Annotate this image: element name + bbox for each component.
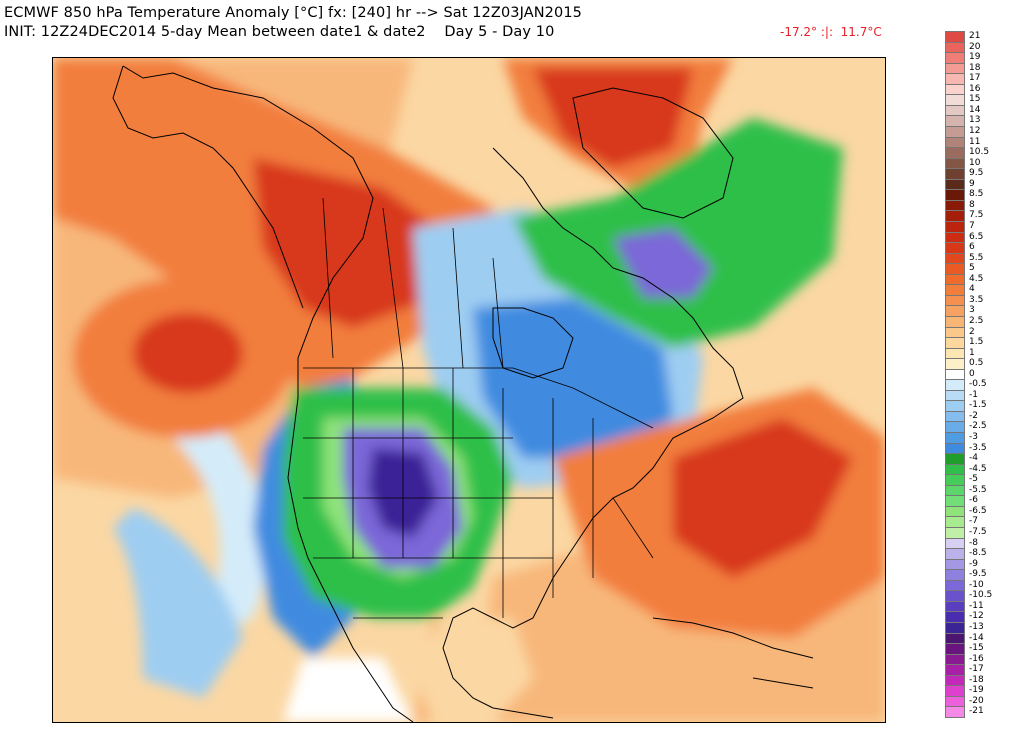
colorbar-label: -16 [969, 653, 984, 664]
colorbar-label: 8 [969, 199, 975, 210]
colorbar-label: -5.5 [969, 484, 987, 495]
colorbar-label: 3.5 [969, 294, 984, 305]
colorbar-label: -1 [969, 389, 978, 400]
coastlines [112, 65, 814, 722]
colorbar-label: -4 [969, 453, 978, 464]
colorbar-label: -21 [969, 706, 984, 717]
colorbar-label: 16 [969, 83, 981, 94]
colorbar-label: 11 [969, 136, 981, 147]
colorbar-label: 4 [969, 284, 975, 295]
colorbar-swatch [945, 706, 965, 718]
colorbar-label: 6.5 [969, 231, 984, 242]
colorbar-label: 1.5 [969, 337, 984, 348]
colorbar-label: 18 [969, 62, 981, 73]
colorbar-label: 14 [969, 104, 981, 115]
colorbar-label: 10.5 [969, 147, 990, 158]
colorbar-label: 6 [969, 242, 975, 253]
anomaly-shading [53, 58, 885, 722]
colorbar-label: -15 [969, 643, 984, 654]
colorbar-label: -11 [969, 600, 984, 611]
colorbar-label: -6 [969, 495, 978, 506]
colorbar-label: 0 [969, 368, 975, 379]
min-max-readout: -17.2° :|: 11.7°C [780, 25, 882, 39]
colorbar-label: 9 [969, 178, 975, 189]
colorbar-label: -19 [969, 685, 984, 696]
colorbar-label: -13 [969, 622, 984, 632]
colorbar-label: -9 [969, 558, 978, 569]
colorbar-label: -8.5 [969, 548, 987, 559]
colorbar-label: -7 [969, 516, 978, 527]
colorbar-label: 3 [969, 305, 975, 316]
colorbar-label: -18 [969, 674, 984, 685]
colorbar-label: 7 [969, 220, 975, 231]
colorbar-label: -2 [969, 410, 978, 421]
colorbar-label: -3.5 [969, 442, 987, 453]
colorbar-label: 2 [969, 326, 975, 337]
colorbar-label: 10 [969, 157, 981, 168]
colorbar-label: -8 [969, 537, 978, 548]
colorbar-label: 4.5 [969, 273, 984, 284]
colorbar-label: 5 [969, 263, 975, 274]
colorbar-label: 20 [969, 41, 981, 52]
colorbar-label: -17 [969, 664, 984, 675]
colorbar-label: -14 [969, 632, 984, 643]
anomaly-map [52, 57, 886, 723]
colorbar-label: -6.5 [969, 505, 987, 516]
colorbar-label: 1 [969, 347, 975, 358]
colorbar-label: 17 [969, 73, 981, 84]
map-title: ECMWF 850 hPa Temperature Anomaly [°C] f… [4, 5, 582, 21]
colorbar-label: 19 [969, 52, 981, 63]
colorbar-label: -10 [969, 579, 984, 590]
colorbar-label: -1.5 [969, 400, 987, 411]
colorbar-label: -9.5 [969, 569, 987, 580]
colorbar-label: -10.5 [969, 590, 993, 601]
colorbar-label: 2.5 [969, 315, 984, 326]
colorbar-label: -2.5 [969, 421, 987, 432]
colorbar-label: -3 [969, 432, 978, 443]
colorbar-label: 7.5 [969, 210, 984, 221]
colorbar-label: 0.5 [969, 358, 984, 369]
colorbar-label: 5.5 [969, 252, 984, 263]
colorbar-label: 13 [969, 115, 981, 126]
colorbar-label: 21 [969, 31, 981, 41]
colorbar-label: -4.5 [969, 463, 987, 474]
colorbar-label: -20 [969, 695, 984, 706]
colorbar-label: -12 [969, 611, 984, 622]
colorbar-label: -5 [969, 474, 978, 485]
colorbar-label: 12 [969, 125, 981, 136]
colorbar-label: 8.5 [969, 189, 984, 200]
colorbar-label: -0.5 [969, 379, 987, 390]
anomaly-map-graphic [53, 58, 885, 722]
colorbar-label: 9.5 [969, 168, 984, 179]
colorbar-label: 15 [969, 94, 981, 105]
init-line: INIT: 12Z24DEC2014 5-day Mean between da… [4, 24, 555, 40]
borders [303, 197, 654, 619]
colorbar-label: -7.5 [969, 527, 987, 538]
